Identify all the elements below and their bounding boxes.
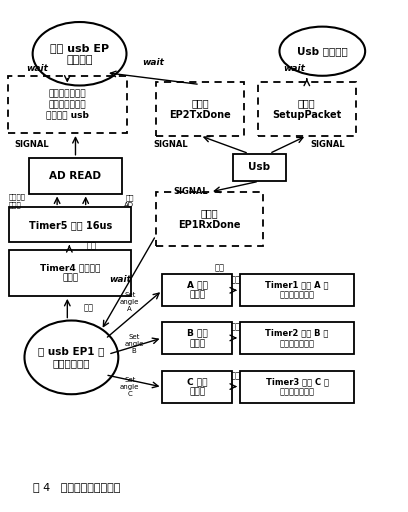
Text: 开启: 开启 <box>231 323 241 332</box>
Text: A 相过
零检测: A 相过 零检测 <box>186 281 208 300</box>
Text: 多路切换
后开启: 多路切换 后开启 <box>8 194 25 208</box>
Text: Usb: Usb <box>248 162 271 173</box>
Text: wait: wait <box>109 274 131 284</box>
Text: SIGNAL: SIGNAL <box>153 140 188 149</box>
Text: Usb 标准处理: Usb 标准处理 <box>297 46 348 56</box>
Text: 开启: 开启 <box>231 371 241 380</box>
Text: SIGNAL: SIGNAL <box>310 140 345 149</box>
Text: SIGNAL: SIGNAL <box>15 140 49 149</box>
Text: 开启: 开启 <box>86 241 97 250</box>
Text: 图 4   整体软件结构示意图: 图 4 整体软件结构示意图 <box>33 482 120 493</box>
Text: wait: wait <box>283 63 305 73</box>
Text: Timer5 定时 16us: Timer5 定时 16us <box>29 220 112 230</box>
Text: 通过 usb EP
上微机样: 通过 usb EP 上微机样 <box>50 43 109 65</box>
Text: wait: wait <box>26 63 48 73</box>
Text: 信号量
EP1RxDone: 信号量 EP1RxDone <box>178 208 241 230</box>
Text: SIGNAL: SIGNAL <box>173 187 208 197</box>
Text: C 相过
零检测: C 相过 零检测 <box>187 377 207 396</box>
Text: 信号量
EP2TxDone: 信号量 EP2TxDone <box>169 98 231 120</box>
Text: 开启: 开启 <box>215 263 224 272</box>
Text: 消息队列，表示
哪些缓冲区已满
可向发送 usb: 消息队列，表示 哪些缓冲区已满 可向发送 usb <box>46 90 89 119</box>
Text: Timer3 产生 C 相
晶闸管触发信号: Timer3 产生 C 相 晶闸管触发信号 <box>266 377 328 396</box>
Text: 开启: 开启 <box>231 275 241 284</box>
Text: 启动
AD: 启动 AD <box>124 194 134 207</box>
Text: 开启: 开启 <box>84 304 94 313</box>
Text: 从 usb EP1 读
取上样机命令: 从 usb EP1 读 取上样机命令 <box>38 347 104 368</box>
Text: Timer4 控制采样
保持器: Timer4 控制采样 保持器 <box>40 263 100 283</box>
Text: 信号量
SetupPacket: 信号量 SetupPacket <box>272 98 341 120</box>
Text: AD READ: AD READ <box>49 170 102 181</box>
Text: Set
angle
A: Set angle A <box>120 292 140 312</box>
Text: B 相过
零检测: B 相过 零检测 <box>187 329 207 348</box>
Text: Set
angle
B: Set angle B <box>124 334 144 354</box>
Text: Timer1 产生 A 相
晶闸管触发信号: Timer1 产生 A 相 晶闸管触发信号 <box>265 281 329 300</box>
Text: Set
angle
C: Set angle C <box>120 376 140 397</box>
Text: wait: wait <box>142 57 164 67</box>
Text: Timer2 产生 B 相
晶闸管触发信号: Timer2 产生 B 相 晶闸管触发信号 <box>265 329 329 348</box>
